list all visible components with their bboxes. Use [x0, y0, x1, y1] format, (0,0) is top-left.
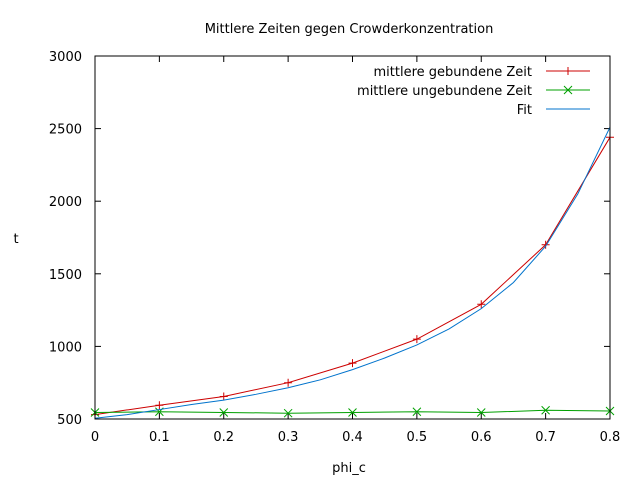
y-tick-label: 1500 — [49, 268, 82, 283]
y-tick-label: 3000 — [49, 50, 82, 65]
axis-ticks: 0 0.1 0.2 0.3 0.4 0.5 0.6 0.7 0.8 500 1000 1500 2000… — [49, 50, 620, 445]
y-tick-label: 500 — [57, 413, 82, 428]
plot-frame — [94, 55, 611, 420]
cross-marker — [476, 408, 486, 417]
plus-marker — [564, 67, 572, 75]
series-line — [94, 137, 611, 416]
series-3 — [94, 126, 611, 419]
legend-label: Fit — [517, 103, 532, 118]
legend-label: mittlere gebundene Zeit — [374, 65, 532, 80]
x-tick-label: 0.5 — [407, 430, 428, 445]
series-line — [94, 126, 611, 419]
plus-marker — [412, 335, 421, 344]
plus-marker — [219, 392, 228, 401]
x-tick-label: 0.3 — [278, 430, 299, 445]
legend-entry: mittlere ungebundene Zeit — [357, 84, 590, 99]
chart-title: Mittlere Zeiten gegen Crowderkonzentrati… — [205, 22, 494, 37]
x-tick-label: 0 — [91, 430, 99, 445]
cross-marker — [541, 405, 550, 415]
plus-marker — [348, 359, 357, 368]
legend-entry: mittlere gebundene Zeit — [374, 65, 590, 80]
y-tick-label: 2000 — [49, 195, 82, 210]
cross-marker — [412, 407, 422, 417]
x-tick-label: 0.4 — [342, 430, 363, 445]
x-tick-label: 0.2 — [213, 430, 234, 445]
plus-marker — [541, 240, 550, 249]
cross-marker — [219, 408, 229, 417]
y-tick-label: 2500 — [49, 123, 82, 138]
plus-marker — [155, 401, 164, 410]
series-1 — [91, 133, 614, 419]
cross-marker — [563, 85, 573, 95]
y-axis-label: t — [13, 232, 18, 247]
x-tick-label: 0.1 — [149, 430, 170, 445]
y-tick-label: 1000 — [49, 340, 82, 355]
cross-marker — [283, 408, 293, 418]
plus-marker — [477, 300, 486, 309]
plus-marker — [284, 378, 293, 387]
x-tick-label: 0.8 — [600, 430, 621, 445]
x-axis-label: phi_c — [332, 461, 366, 476]
cross-marker — [348, 408, 357, 417]
x-tick-label: 0.7 — [535, 430, 556, 445]
legend: mittlere gebundene Zeit mittlere ungebund… — [357, 65, 590, 118]
series-layer — [90, 126, 615, 419]
legend-label: mittlere ungebundene Zeit — [357, 84, 532, 99]
x-tick-label: 0.6 — [471, 430, 492, 445]
legend-entry: Fit — [517, 103, 590, 118]
